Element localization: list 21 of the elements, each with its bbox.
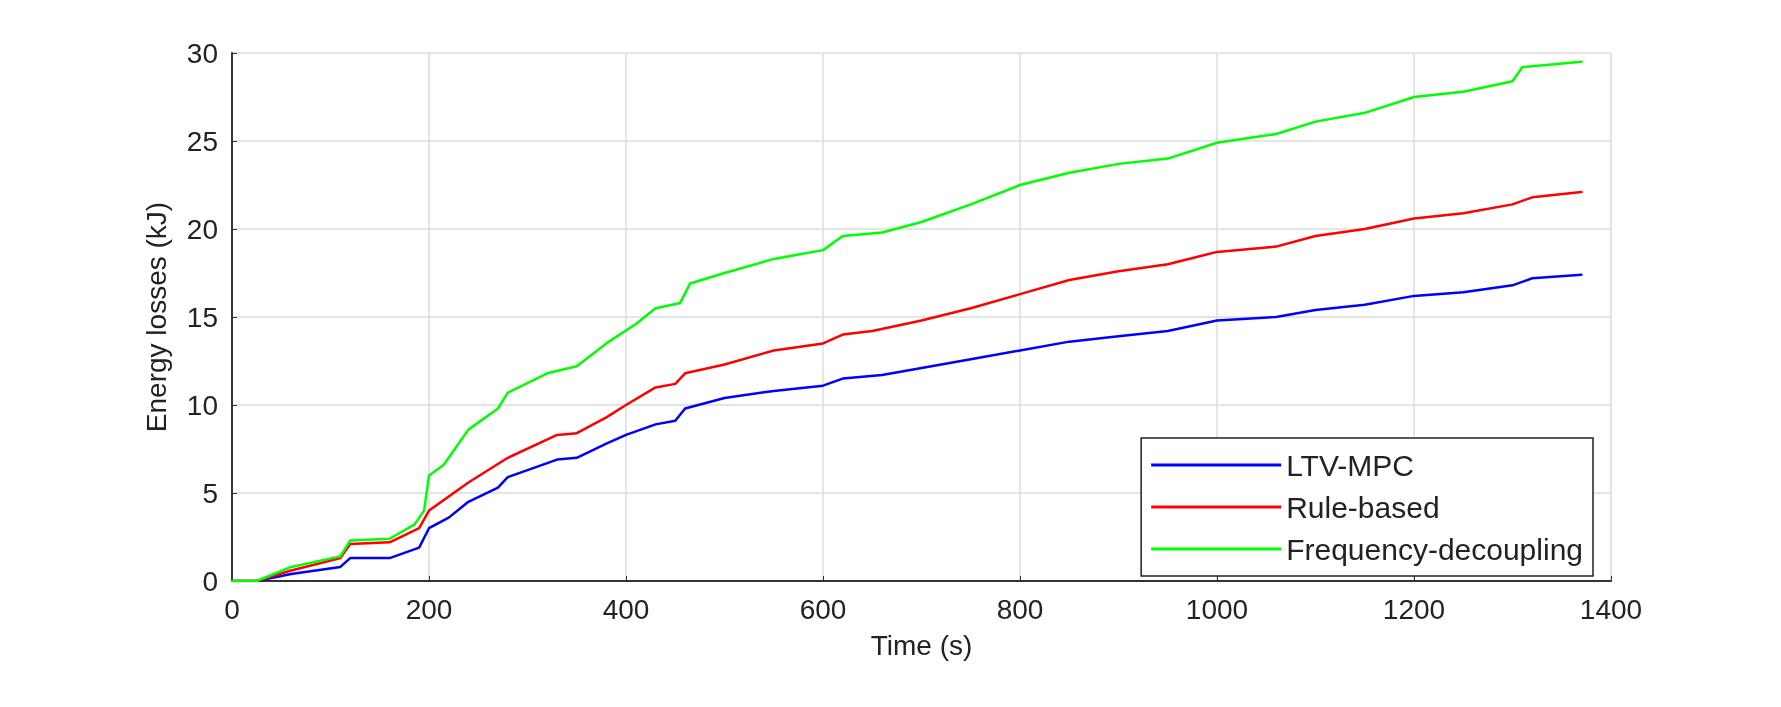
x-tick-label: 200 <box>405 593 453 625</box>
y-tick-label: 20 <box>186 213 218 245</box>
x-tick-label: 1000 <box>1185 593 1249 625</box>
x-tick-label: 1400 <box>1579 593 1643 625</box>
x-tick-label: 600 <box>799 593 847 625</box>
x-tick-label: 0 <box>224 593 240 625</box>
legend-label: Frequency-decoupling <box>1286 532 1584 566</box>
y-tick-label: 10 <box>186 389 218 421</box>
y-tick-label: 30 <box>186 37 218 69</box>
y-tick-label: 25 <box>186 125 218 157</box>
legend-label: LTV-MPC <box>1286 448 1414 482</box>
y-tick-label: 0 <box>202 565 218 597</box>
y-axis-title: Energy losses (kJ) <box>140 201 172 433</box>
y-tick-label: 5 <box>202 477 218 509</box>
y-tick-label: 15 <box>186 301 218 333</box>
line-series <box>230 60 1583 583</box>
x-axis-title: Time (s) <box>870 629 973 661</box>
x-tick-label: 1200 <box>1382 593 1446 625</box>
x-tick-label: 800 <box>996 593 1044 625</box>
x-tick-label: 400 <box>602 593 650 625</box>
legend-label: Rule-based <box>1286 490 1440 524</box>
